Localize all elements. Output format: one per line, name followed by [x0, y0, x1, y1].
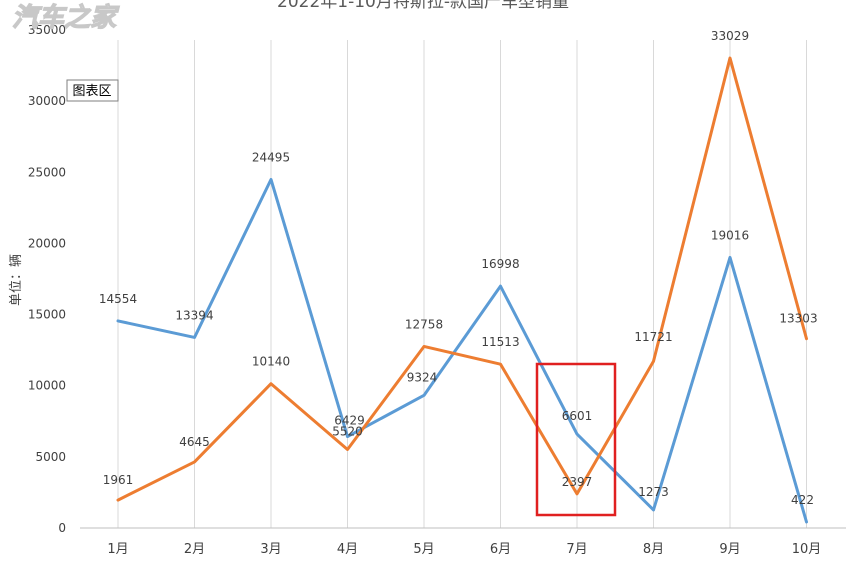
data-label: 11721	[634, 330, 672, 344]
y-tick-label: 10000	[28, 379, 66, 393]
x-tick-label: 6月	[490, 542, 511, 557]
chart-area-tooltip: 图表区	[66, 79, 119, 102]
y-tick-label: 30000	[28, 94, 66, 108]
data-label: 2397	[562, 475, 593, 489]
data-label: 33029	[711, 29, 749, 43]
data-label: 16998	[481, 257, 519, 271]
y-tick-label: 5000	[35, 450, 66, 464]
x-tick-label: 5月	[413, 542, 434, 557]
x-axis-ticks: 1月 2月 3月 4月 5月 6月 7月 8月 9月 10月	[107, 542, 821, 557]
x-tick-label: 2月	[184, 542, 205, 557]
series-line-1	[116, 177, 808, 524]
tooltip-text: 图表区	[72, 84, 111, 99]
data-label: 9324	[407, 370, 438, 384]
data-label: 4645	[179, 435, 210, 449]
data-label: 5520	[332, 424, 363, 438]
x-tick-label: 4月	[337, 542, 358, 557]
data-label: 422	[791, 493, 814, 507]
data-label: 10140	[252, 355, 290, 369]
x-tick-label: 10月	[792, 542, 822, 557]
y-axis-label: 单位：辆	[9, 254, 24, 306]
highlight-box	[535, 362, 617, 517]
y-axis-ticks: 0 5000 10000 15000 20000 25000 30000 35000	[28, 23, 66, 535]
data-label: 12758	[405, 317, 443, 331]
data-label: 14554	[99, 292, 137, 306]
chart-title: 2022年1-10月特斯拉-款国产车型销量	[277, 0, 569, 12]
y-tick-label: 25000	[28, 165, 66, 179]
data-label: 6601	[562, 409, 593, 423]
data-label: 1961	[103, 473, 134, 487]
data-label: 1273	[638, 485, 669, 499]
watermark: 汽车之家	[12, 3, 120, 33]
series-line-2	[116, 56, 808, 502]
data-label: 19016	[711, 228, 749, 242]
x-tick-label: 7月	[566, 542, 587, 557]
data-label: 11513	[481, 335, 519, 349]
y-tick-label: 20000	[28, 236, 66, 250]
data-label: 6429	[334, 414, 365, 428]
vertical-gridlines	[117, 40, 807, 528]
data-label: 24495	[252, 150, 290, 164]
data-labels: 14554 13394 24495 6429 9324 16998 6601 1273 1901…	[99, 29, 818, 507]
x-tick-label: 3月	[260, 542, 281, 557]
data-label: 13303	[779, 312, 817, 326]
y-tick-label: 15000	[28, 308, 66, 322]
series-lines	[116, 56, 808, 524]
x-tick-label: 8月	[643, 542, 664, 557]
x-tick-label: 9月	[719, 542, 740, 557]
y-tick-label: 35000	[28, 23, 66, 37]
y-tick-label: 0	[58, 521, 66, 535]
x-tick-label: 1月	[107, 542, 128, 557]
data-label: 13394	[175, 308, 213, 322]
